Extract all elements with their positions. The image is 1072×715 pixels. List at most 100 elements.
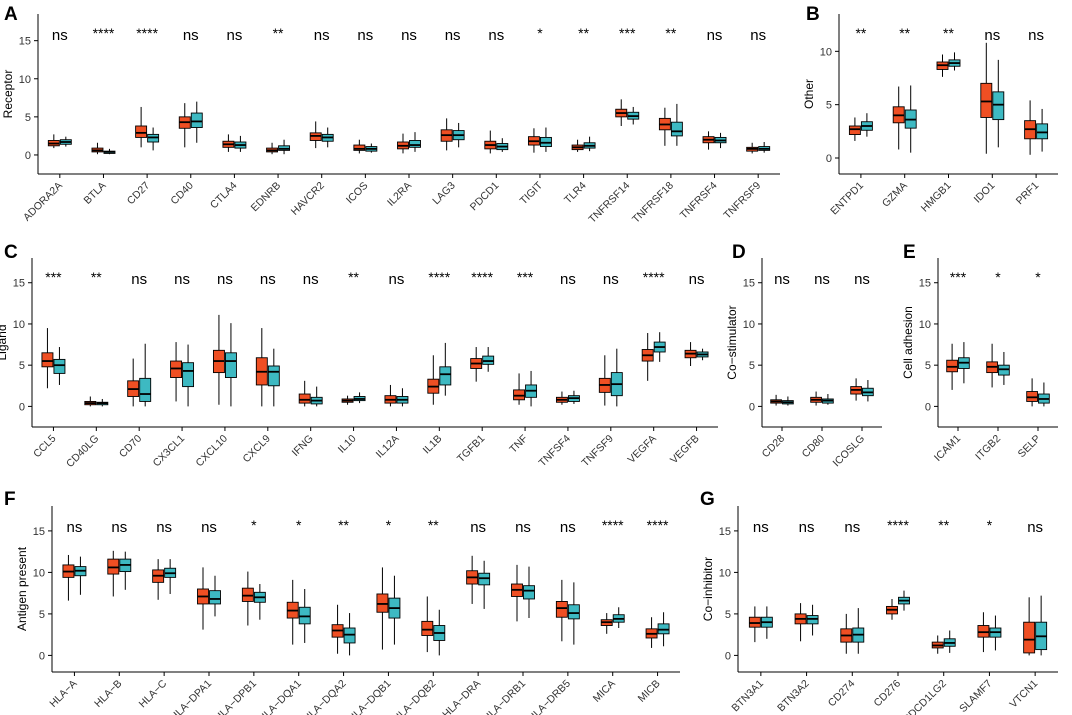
box-group2 (860, 113, 873, 137)
significance-label: ns (156, 519, 172, 536)
box-body (298, 393, 311, 404)
box-group1 (353, 139, 366, 154)
x-tick-label: SLAMF7 (957, 678, 994, 715)
box-group2 (1036, 108, 1049, 152)
y-tick-label: 15 (13, 278, 25, 290)
box-group2 (74, 556, 87, 595)
significance-label: ns (854, 271, 870, 288)
category-group: HLA−DPA1 ns (168, 519, 221, 715)
panel-e: E 0 5 10 15 Cell adhesion ICAM1 *** ITGB2 * SELP * (901, 242, 1058, 464)
box-group2 (539, 127, 552, 152)
x-tick-label: BTN3A1 (729, 678, 766, 715)
x-tick-label: IL12A (374, 433, 402, 461)
box-body (439, 366, 452, 386)
y-tick-label: 5 (39, 609, 45, 621)
x-tick-label: PRF1 (1014, 180, 1042, 208)
x-tick-label: ICOS (344, 180, 371, 207)
x-tick-label: HLA−DRB5 (526, 678, 573, 715)
category-group: CCL5 *** (31, 269, 66, 460)
box-group2 (182, 344, 195, 407)
category-group: HLA−DQA1 * (256, 517, 311, 715)
y-tick-label: 10 (13, 319, 25, 331)
box-group1 (1026, 378, 1038, 407)
box-group2 (998, 351, 1010, 385)
box-group2 (904, 85, 917, 153)
box-group2 (612, 607, 625, 629)
category-group: HLA−C ns (137, 519, 177, 710)
category-group: BTN3A1 ns (729, 519, 773, 715)
x-tick-label: ICOSLG (831, 433, 868, 470)
x-tick-label: HMGB1 (919, 180, 954, 215)
box-group2 (365, 143, 378, 153)
box-group1 (702, 131, 715, 150)
box-group2 (439, 342, 452, 396)
category-group: HAVCR2 ns (289, 27, 334, 218)
x-tick-label: HLA−C (137, 677, 170, 710)
x-tick-label: HAVCR2 (289, 180, 327, 218)
significance-label: ns (201, 519, 217, 536)
category-group: HLA−DRA ns (440, 519, 491, 715)
significance-label: * (296, 517, 302, 533)
x-tick-label: HLA−DPA1 (168, 678, 214, 715)
category-group: VEGFA **** (626, 269, 666, 466)
significance-label: * (1035, 269, 1041, 285)
box-group1 (645, 617, 658, 648)
box-group1 (397, 133, 409, 154)
x-tick-label: TGFB1 (455, 433, 488, 466)
significance-label: * (995, 269, 1001, 285)
y-tick-label: 5 (19, 360, 25, 372)
category-group: CD27 **** (125, 25, 160, 207)
significance-label: **** (428, 269, 450, 285)
box-body (848, 125, 861, 135)
x-tick-label: TNFRSF9 (721, 180, 763, 222)
x-tick-label: TNFRSF18 (630, 180, 676, 226)
category-group: TIGIT * (518, 25, 552, 207)
box-body (209, 590, 221, 605)
box-group1 (212, 314, 225, 405)
significance-label: ns (707, 27, 723, 44)
box-group2 (139, 343, 152, 407)
panel-label: C (4, 242, 18, 263)
box-group2 (119, 551, 132, 590)
category-group: PDCD1 ns (468, 27, 509, 214)
x-tick-label: HLA−DPB1 (212, 678, 259, 715)
y-tick-label: 0 (749, 401, 755, 413)
box-group1 (62, 554, 75, 601)
box-group2 (298, 589, 311, 643)
x-tick-label: CX3CL1 (151, 433, 188, 470)
significance-label: ns (67, 519, 83, 536)
box-group1 (571, 139, 584, 152)
box-group2 (822, 394, 834, 405)
box-group2 (310, 386, 323, 407)
box-group2 (396, 388, 409, 407)
category-group: VEGFB ns (668, 271, 709, 466)
x-tick-label: PDCD1 (468, 180, 502, 214)
category-group: HLA−DRB1 ns (481, 519, 535, 715)
box-group1 (555, 391, 568, 405)
x-tick-label: BTN3A2 (775, 678, 812, 715)
significance-label: ** (273, 25, 284, 41)
significance-label: **** (643, 269, 665, 285)
box-group2 (353, 392, 366, 404)
box-group1 (286, 579, 299, 645)
category-group: CD80 ns (800, 271, 834, 460)
box-group2 (653, 332, 666, 362)
category-group: CD28 ns (760, 271, 794, 460)
box-group1 (41, 328, 54, 389)
box-group1 (170, 342, 183, 402)
y-axis-title: Antigen present (15, 546, 29, 631)
x-tick-label: TNF (507, 433, 530, 456)
x-tick-label: GZMA (880, 180, 910, 210)
category-group: GZMA ** (880, 25, 917, 210)
category-group: HLA−DPB1 * (212, 517, 266, 715)
x-tick-label: CD40 (168, 180, 196, 208)
box-body (555, 601, 568, 618)
box-group2 (433, 609, 446, 656)
significance-label: *** (950, 269, 967, 285)
box-body (139, 377, 152, 402)
box-group2 (496, 138, 509, 152)
box-group2 (958, 342, 970, 384)
significance-label: ns (314, 27, 330, 44)
